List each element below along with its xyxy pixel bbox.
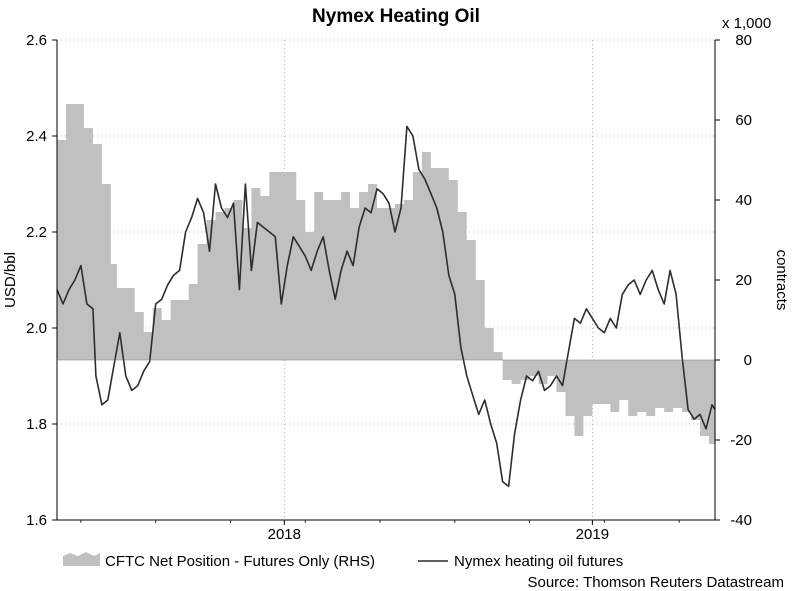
right-tick-label: -20 <box>730 432 752 449</box>
source-note: Source: Thomson Reuters Datastream <box>527 574 784 591</box>
legend-label-area: CFTC Net Position - Futures Only (RHS) <box>105 553 375 570</box>
left-tick-label: 2.4 <box>26 128 47 145</box>
legend-label-line: Nymex heating oil futures <box>454 553 623 570</box>
line-series-path <box>56 125 716 488</box>
area-series <box>57 104 715 456</box>
legend: CFTC Net Position - Futures Only (RHS) Ny… <box>63 552 623 570</box>
left-tick-label: 1.8 <box>26 416 47 433</box>
chart-title: Nymex Heating Oil <box>312 6 480 27</box>
right-axis-label: contracts <box>773 250 790 311</box>
right-axis-unit: x 1,000 <box>722 15 771 32</box>
right-tick-label: 0 <box>744 352 752 369</box>
left-tick-label: 2.6 <box>26 32 47 49</box>
x-tick-label: 2018 <box>268 526 301 543</box>
x-tick-label: 2019 <box>576 526 609 543</box>
left-tick-label: 2.2 <box>26 224 47 241</box>
right-tick-label: -40 <box>730 512 752 529</box>
area-series-fill <box>57 104 715 456</box>
tick-labels: 2.6 2.4 2.2 2.0 1.8 1.6 80 60 40 20 0 -20 -40 2018 201… <box>26 32 752 543</box>
right-tick-label: 60 <box>735 112 752 129</box>
left-tick-label: 1.6 <box>26 512 47 529</box>
legend-swatch-area <box>63 552 100 566</box>
line-series <box>56 125 716 488</box>
right-tick-label: 40 <box>735 192 752 209</box>
right-tick-label: 20 <box>735 272 752 289</box>
right-tick-label: 80 <box>735 32 752 49</box>
left-axis-label: USD/bbl <box>2 252 19 308</box>
left-tick-label: 2.0 <box>26 320 47 337</box>
